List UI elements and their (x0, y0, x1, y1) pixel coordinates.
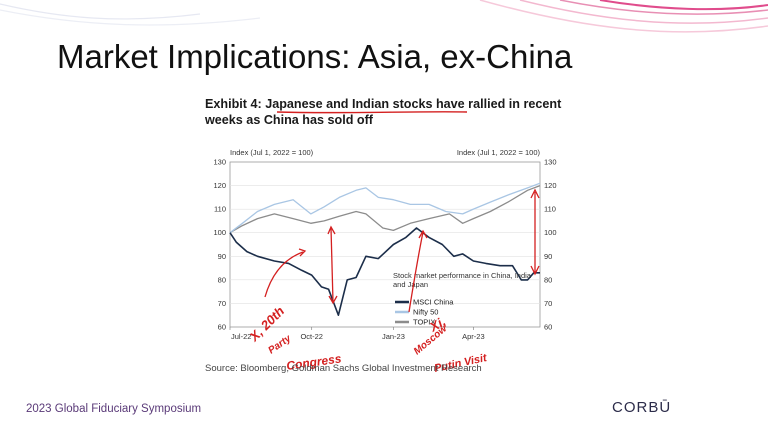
series-line-topix (229, 184, 541, 234)
y-tick-label-right: 110 (544, 205, 556, 214)
chart-source: Source: Bloomberg, Goldman Sachs Global … (205, 363, 482, 374)
y-tick-label-right: 120 (544, 181, 557, 190)
annotation-arrowhead (530, 265, 540, 276)
y-tick-label-left: 70 (218, 299, 226, 308)
chart-container: Index (Jul 1, 2022 = 100) Index (Jul 1, … (195, 142, 575, 382)
x-tick-label: Apr-23 (462, 332, 485, 341)
annotation-arrowhead (530, 188, 540, 199)
y-tick-label-left: 130 (213, 158, 226, 167)
y-tick-label-left: 100 (213, 228, 226, 237)
plot-area (229, 161, 541, 328)
legend-title: Stock market performance in China, India… (393, 271, 533, 289)
annotation-arrow (408, 231, 424, 313)
line-chart: Index (Jul 1, 2022 = 100) Index (Jul 1, … (213, 148, 557, 375)
x-tick-label: Jan-23 (382, 332, 405, 341)
x-tick-label: Oct-22 (300, 332, 323, 341)
annotation-arrowhead (298, 248, 307, 257)
exhibit-title: Exhibit 4: Japanese and Indian stocks ha… (205, 96, 575, 128)
annotation-arrow (330, 227, 334, 303)
y-tick-label-left: 90 (218, 252, 226, 261)
left-axis-label: Index (Jul 1, 2022 = 100) (230, 148, 314, 157)
exhibit-label: Exhibit 4: (205, 97, 262, 111)
annotation-arrowhead (327, 225, 336, 235)
y-tick-label-left: 80 (218, 275, 226, 284)
y-tick-label-right: 60 (544, 323, 552, 332)
title-underline-annotation (276, 111, 468, 114)
series-line-nifty-50 (229, 182, 541, 234)
y-tick-label-left: 110 (214, 205, 226, 214)
annotation-text-left-2: Party (266, 333, 293, 357)
decorative-wave-banner (0, 0, 768, 33)
legend-item-label: TOPIX (413, 318, 435, 327)
exhibit-title-text: Japanese and Indian stocks have rallied … (205, 97, 562, 127)
y-tick-label-right: 130 (544, 158, 557, 167)
y-tick-label-right: 70 (544, 299, 552, 308)
annotation-underline (276, 111, 468, 114)
y-tick-label-right: 80 (544, 275, 552, 284)
series-line-msci-china (229, 227, 540, 316)
y-tick-label-right: 90 (544, 252, 552, 261)
annotation-text-right-1: Xi, (426, 314, 448, 335)
annotation-arrowhead (418, 229, 428, 239)
x-tick-label: Jul-22 (231, 332, 251, 341)
annotation-arrow (264, 251, 304, 298)
right-axis-label: Index (Jul 1, 2022 = 100) (457, 148, 541, 157)
annotation-arrowhead (328, 295, 338, 305)
slide-title: Market Implications: Asia, ex-China (57, 38, 573, 75)
y-tick-label-left: 60 (218, 323, 226, 332)
y-tick-label-left: 120 (213, 181, 226, 190)
y-tick-label-right: 100 (544, 228, 557, 237)
footer-event-name: 2023 Global Fiduciary Symposium (26, 403, 202, 415)
corbu-logo: CORBŪ (612, 399, 672, 416)
legend-item-label: Nifty 50 (413, 308, 438, 317)
legend-item-label: MSCI China (413, 298, 454, 307)
